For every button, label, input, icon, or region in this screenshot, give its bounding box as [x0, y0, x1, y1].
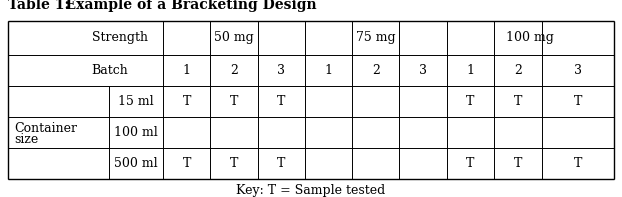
Text: 100 ml: 100 ml	[114, 126, 158, 139]
Text: 3: 3	[277, 64, 285, 77]
Text: 500 ml: 500 ml	[114, 157, 158, 170]
Text: T: T	[230, 157, 238, 170]
Text: 2: 2	[514, 64, 522, 77]
Text: T: T	[277, 95, 285, 108]
Text: T: T	[514, 95, 522, 108]
Text: T: T	[573, 157, 582, 170]
Text: Container: Container	[14, 122, 77, 135]
Text: Key: T = Sample tested: Key: T = Sample tested	[236, 184, 386, 197]
Text: Table 1:: Table 1:	[8, 0, 70, 12]
Text: T: T	[182, 95, 191, 108]
Text: T: T	[514, 157, 522, 170]
Text: 1: 1	[325, 64, 332, 77]
Text: T: T	[277, 157, 285, 170]
Text: 3: 3	[419, 64, 427, 77]
Text: T: T	[182, 157, 191, 170]
Text: 1: 1	[466, 64, 475, 77]
Text: size: size	[14, 133, 39, 146]
Text: 50 mg: 50 mg	[214, 32, 254, 44]
Text: 100 mg: 100 mg	[506, 32, 554, 44]
Text: 2: 2	[372, 64, 379, 77]
Text: 3: 3	[574, 64, 582, 77]
Text: Strength: Strength	[91, 32, 147, 44]
Text: T: T	[230, 95, 238, 108]
Text: 75 mg: 75 mg	[356, 32, 396, 44]
Text: T: T	[573, 95, 582, 108]
Text: Example of a Bracketing Design: Example of a Bracketing Design	[46, 0, 317, 12]
Text: Batch: Batch	[91, 64, 128, 77]
Text: 1: 1	[183, 64, 190, 77]
Text: 15 ml: 15 ml	[118, 95, 154, 108]
Text: T: T	[466, 157, 475, 170]
Text: 2: 2	[230, 64, 238, 77]
Text: T: T	[466, 95, 475, 108]
